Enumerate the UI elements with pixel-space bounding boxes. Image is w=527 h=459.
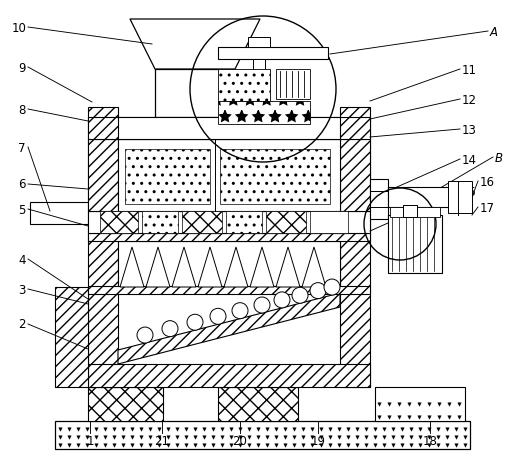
Bar: [403, 206, 417, 218]
Bar: [100, 212, 138, 234]
Polygon shape: [198, 247, 222, 287]
Circle shape: [324, 280, 340, 296]
Bar: [118, 140, 340, 212]
Text: 19: 19: [310, 435, 326, 448]
Bar: [88, 234, 370, 241]
Text: 15: 15: [462, 185, 477, 198]
Text: 7: 7: [18, 141, 25, 154]
Polygon shape: [250, 247, 274, 287]
Bar: [88, 286, 370, 294]
Bar: [226, 212, 262, 234]
Polygon shape: [302, 247, 326, 287]
Circle shape: [232, 303, 248, 319]
Circle shape: [254, 297, 270, 313]
Text: 20: 20: [232, 435, 248, 448]
Bar: [30, 202, 88, 224]
Bar: [182, 212, 222, 234]
Text: 16: 16: [480, 175, 495, 188]
Bar: [276, 70, 310, 100]
Bar: [253, 60, 265, 72]
Bar: [218, 102, 310, 125]
Polygon shape: [118, 293, 340, 364]
Bar: [218, 48, 328, 60]
Bar: [340, 289, 370, 387]
Text: 9: 9: [18, 62, 25, 74]
Text: 18: 18: [423, 435, 437, 448]
Bar: [390, 207, 440, 218]
Bar: [118, 241, 340, 289]
Bar: [388, 216, 442, 274]
Circle shape: [292, 288, 308, 303]
Bar: [220, 150, 330, 205]
Bar: [55, 287, 88, 387]
Bar: [88, 118, 370, 140]
Bar: [88, 140, 118, 212]
Bar: [155, 70, 235, 118]
Polygon shape: [224, 247, 248, 287]
Polygon shape: [276, 247, 300, 287]
Bar: [218, 70, 270, 102]
Bar: [88, 108, 118, 387]
Bar: [340, 108, 370, 289]
Text: 8: 8: [18, 103, 25, 116]
Bar: [448, 182, 472, 213]
Bar: [375, 387, 465, 421]
Text: 3: 3: [18, 283, 25, 296]
Circle shape: [162, 321, 178, 337]
Text: 10: 10: [12, 22, 27, 34]
Bar: [218, 387, 298, 421]
Bar: [266, 212, 306, 234]
Bar: [142, 212, 178, 234]
Text: 17: 17: [480, 201, 495, 214]
Circle shape: [274, 292, 290, 308]
Text: 12: 12: [462, 93, 477, 106]
Bar: [413, 207, 431, 216]
Bar: [125, 150, 210, 205]
Polygon shape: [120, 247, 144, 287]
Polygon shape: [172, 247, 196, 287]
Circle shape: [137, 327, 153, 343]
Text: B: B: [495, 151, 503, 164]
Bar: [388, 188, 458, 207]
Text: 13: 13: [462, 123, 477, 136]
Polygon shape: [130, 20, 260, 70]
Circle shape: [210, 308, 226, 325]
Text: 21: 21: [154, 435, 170, 448]
Bar: [340, 140, 370, 212]
Text: 6: 6: [18, 178, 25, 191]
Text: 1: 1: [86, 435, 94, 448]
Circle shape: [187, 314, 203, 330]
Text: 14: 14: [462, 153, 477, 166]
Text: 11: 11: [462, 63, 477, 76]
Text: A: A: [490, 25, 498, 39]
Text: 5: 5: [18, 203, 25, 216]
Bar: [88, 212, 370, 234]
Bar: [370, 179, 388, 219]
Bar: [88, 364, 370, 387]
Polygon shape: [146, 247, 170, 287]
Bar: [88, 387, 163, 421]
Text: 4: 4: [18, 253, 25, 266]
Text: 2: 2: [18, 318, 25, 331]
Bar: [118, 118, 340, 140]
Bar: [248, 38, 270, 48]
Bar: [310, 212, 348, 234]
Circle shape: [310, 283, 326, 299]
Bar: [55, 421, 470, 449]
